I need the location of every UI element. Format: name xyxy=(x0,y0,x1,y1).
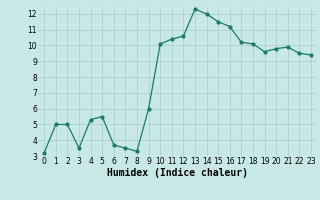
X-axis label: Humidex (Indice chaleur): Humidex (Indice chaleur) xyxy=(107,168,248,178)
